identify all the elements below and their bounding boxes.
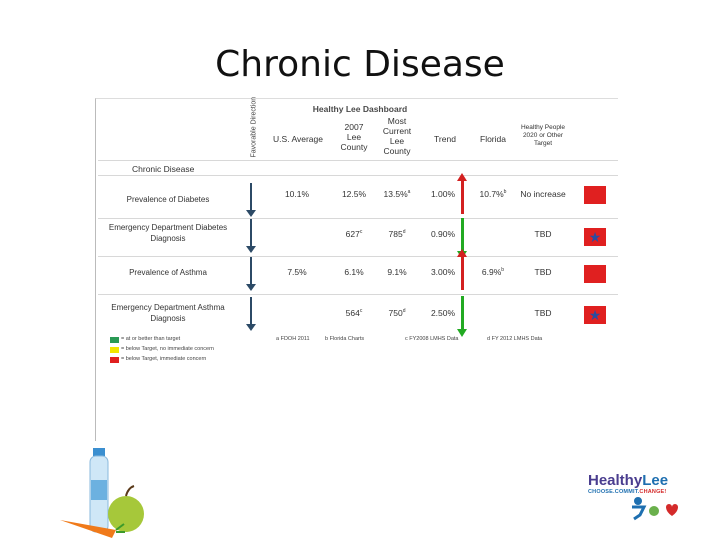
target-header: Healthy People 2020 or Other Target: [520, 124, 566, 147]
cell-target: TBD: [534, 308, 552, 318]
dashboard-title: Healthy Lee Dashboard: [312, 104, 408, 114]
row-divider: [98, 218, 618, 219]
row-label-ed-asthma: Emergency Department Asthma Diagnosis: [111, 303, 225, 323]
legend-text: = at or better than target: [121, 336, 181, 342]
footnote: d FY 2012 LMHS Data: [487, 336, 543, 342]
current-lee-header: Most Current Lee County: [382, 116, 412, 156]
section-divider: [98, 175, 618, 176]
favorable-down-arrow-icon: [246, 297, 256, 331]
status-indicator: [584, 265, 606, 283]
legend-text: = below Target, immediate concern: [121, 356, 207, 362]
footnote: a FDOH 2011: [276, 336, 310, 342]
row-label-ed-diabetes: Emergency Department Diabetes Diagnosis: [108, 223, 228, 243]
healthylee-logo: HealthyLee CHOOSE.COMMIT.CHANGE!: [588, 472, 698, 532]
legend-swatch-green: [110, 337, 119, 343]
cell-lee2007: 6.1%: [344, 267, 364, 277]
slide-title: Chronic Disease: [215, 44, 505, 85]
cell-target: No increase: [520, 189, 566, 199]
cell-lee2007: 12.5%: [341, 189, 367, 199]
legend-text: = below Target, no immediate concern: [121, 346, 214, 352]
cell-lee2007: 564c: [345, 308, 363, 318]
cell-lee2007: 627c: [345, 229, 363, 239]
footnote: b Florida Charts: [325, 336, 365, 342]
status-indicator: [584, 186, 606, 204]
cell-florida: 10.7%b: [479, 189, 507, 199]
row-divider: [98, 256, 618, 257]
favorable-direction-header: Favorable Direction: [250, 96, 258, 158]
row-divider: [98, 294, 618, 295]
status-indicator: ★: [584, 306, 606, 324]
trend-up-arrow-icon: [457, 173, 467, 214]
favorable-down-arrow-icon: [246, 219, 256, 253]
cell-trend: 3.00%: [430, 267, 456, 277]
cell-trend: 0.90%: [430, 229, 456, 239]
legend-swatch-yellow: [110, 347, 119, 353]
lee-2007-header: 2007 Lee County: [340, 122, 368, 152]
trend-down-arrow-icon: [457, 296, 467, 337]
cell-target: TBD: [534, 267, 552, 277]
us-average-header: U.S. Average: [273, 134, 323, 144]
florida-header: Florida: [480, 134, 506, 144]
star-icon: ★: [588, 229, 602, 245]
trend-header: Trend: [434, 134, 456, 144]
logo-figures-icon: [632, 497, 678, 521]
cell-florida: 6.9%b: [481, 267, 505, 277]
cell-us: 7.5%: [287, 267, 307, 277]
cell-current: 9.1%: [387, 267, 407, 277]
star-icon: ★: [588, 307, 602, 323]
water-bottle-icon: [89, 448, 109, 533]
legend-swatch-red: [110, 357, 119, 363]
cell-current: 785d: [388, 229, 406, 239]
cell-trend: 1.00%: [430, 189, 456, 199]
favorable-down-arrow-icon: [246, 183, 256, 217]
cell-current: 750d: [388, 308, 406, 318]
dashboard-panel: [95, 98, 618, 441]
footnote: c FY2008 LMHS Data: [405, 336, 459, 342]
row-label-diabetes: Prevalence of Diabetes: [126, 195, 210, 204]
status-indicator: ★: [584, 228, 606, 246]
cell-current: 13.5%a: [383, 189, 411, 199]
header-divider: [98, 160, 618, 161]
trend-up-arrow-icon: [457, 249, 467, 290]
section-label: Chronic Disease: [132, 164, 195, 174]
cell-target: TBD: [534, 229, 552, 239]
healthy-food-illustration: [60, 448, 144, 538]
apple-icon: [108, 485, 144, 532]
row-label-asthma: Prevalence of Asthma: [129, 268, 207, 277]
carrot-icon: [60, 520, 125, 538]
favorable-down-arrow-icon: [246, 257, 256, 291]
cell-trend: 2.50%: [430, 308, 456, 318]
cell-us: 10.1%: [284, 189, 310, 199]
